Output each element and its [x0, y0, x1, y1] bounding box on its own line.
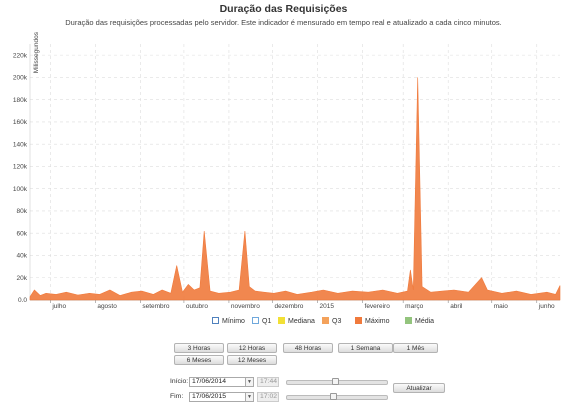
legend-swatch — [355, 317, 362, 324]
x-tick-label: outubro — [186, 303, 208, 310]
y-tick-label: 140k — [13, 141, 28, 148]
legend-swatch — [252, 317, 259, 324]
y-axis: 0.0 20k 40k 60k 80k 100k 120k 140k 160k 180k 200k 2… — [13, 44, 31, 304]
x-tick-label: junho — [538, 303, 555, 310]
end-date-dropdown[interactable]: ▼ — [246, 392, 254, 402]
y-tick-label: 160k — [13, 119, 28, 126]
legend-swatch — [212, 317, 219, 324]
end-slider-handle[interactable] — [329, 393, 337, 400]
legend-item[interactable]: Máximo — [355, 317, 390, 327]
start-date-dropdown[interactable]: ▼ — [246, 377, 254, 387]
y-tick-label: 180k — [13, 97, 28, 104]
end-time-input[interactable]: 17:02 — [257, 392, 279, 402]
chevron-down-icon: ▼ — [247, 379, 252, 385]
y-tick-label: 0.0 — [18, 297, 27, 304]
legend-item[interactable]: Mediana — [278, 317, 315, 327]
y-tick-label: 40k — [17, 253, 28, 260]
update-button[interactable]: Atualizar — [393, 383, 445, 393]
end-label: Fim: — [170, 393, 184, 400]
range-button[interactable]: 1 Mês — [393, 343, 438, 353]
x-tick-label: abril — [450, 303, 463, 310]
range-button[interactable]: 12 Meses — [227, 355, 277, 365]
range-button[interactable]: 6 Meses — [174, 355, 224, 365]
y-tick-label: 80k — [17, 208, 28, 215]
chevron-down-icon: ▼ — [247, 394, 252, 400]
y-tick-label: 60k — [17, 230, 28, 237]
y-tick-label: 100k — [13, 186, 28, 193]
legend-label: Média — [415, 318, 435, 325]
page-subtitle: Duração das requisições processadas pelo… — [65, 18, 502, 27]
legend-label: Mínimo — [222, 318, 245, 325]
x-tick-label: março — [405, 303, 423, 310]
page-title: Duração das Requisições — [219, 3, 348, 15]
x-tick-label: dezembro — [274, 303, 303, 310]
legend-swatch — [405, 317, 412, 324]
legend-label: Máximo — [365, 318, 390, 325]
x-tick-label: julho — [51, 303, 66, 310]
x-tick-label: 2015 — [320, 303, 335, 310]
legend-swatch — [322, 317, 329, 324]
legend-item[interactable]: Q1 — [252, 317, 271, 327]
end-time-slider[interactable] — [286, 393, 388, 400]
x-tick-label: maio — [494, 303, 508, 310]
legend-label: Mediana — [288, 318, 315, 325]
legend-item[interactable]: Q3 — [322, 317, 341, 327]
range-button[interactable]: 3 Horas — [174, 343, 224, 353]
x-axis: julho agosto setembro outubro novembro dezemb… — [30, 299, 560, 310]
y-axis-title: Milissegundos — [33, 31, 40, 73]
y-tick-label: 200k — [13, 75, 28, 82]
chart-grid — [30, 44, 560, 301]
chart-legend: Mínimo Q1 Mediana Q3 Máximo Média — [212, 317, 452, 329]
series-area-maximo — [29, 77, 561, 301]
range-button[interactable]: 12 Horas — [227, 343, 277, 353]
start-time-slider[interactable] — [286, 378, 388, 385]
range-button[interactable]: 1 Semana — [338, 343, 393, 353]
range-button[interactable]: 48 Horas — [283, 343, 333, 353]
start-slider-handle[interactable] — [331, 378, 339, 385]
y-tick-label: 20k — [17, 275, 28, 282]
duration-chart: 0.0 20k 40k 60k 80k 100k 120k 140k 160k 180k 200k 2… — [13, 31, 561, 310]
x-tick-label: setembro — [142, 303, 169, 310]
x-tick-label: novembro — [231, 303, 260, 310]
chart-series — [29, 77, 561, 301]
legend-swatch — [278, 317, 285, 324]
legend-label: Q1 — [262, 318, 272, 325]
y-tick-label: 220k — [13, 52, 28, 59]
legend-item[interactable]: Média — [405, 317, 434, 327]
y-tick-label: 120k — [13, 164, 28, 171]
start-label: Início: — [170, 378, 189, 385]
legend-item[interactable]: Mínimo — [212, 317, 245, 327]
start-time-input[interactable]: 17:44 — [257, 377, 279, 387]
x-tick-label: fevereiro — [365, 303, 391, 310]
legend-label: Q3 — [332, 318, 342, 325]
x-tick-label: agosto — [97, 303, 117, 310]
end-date-input[interactable]: 17/06/2015 — [189, 392, 246, 402]
start-date-input[interactable]: 17/06/2014 — [189, 377, 246, 387]
